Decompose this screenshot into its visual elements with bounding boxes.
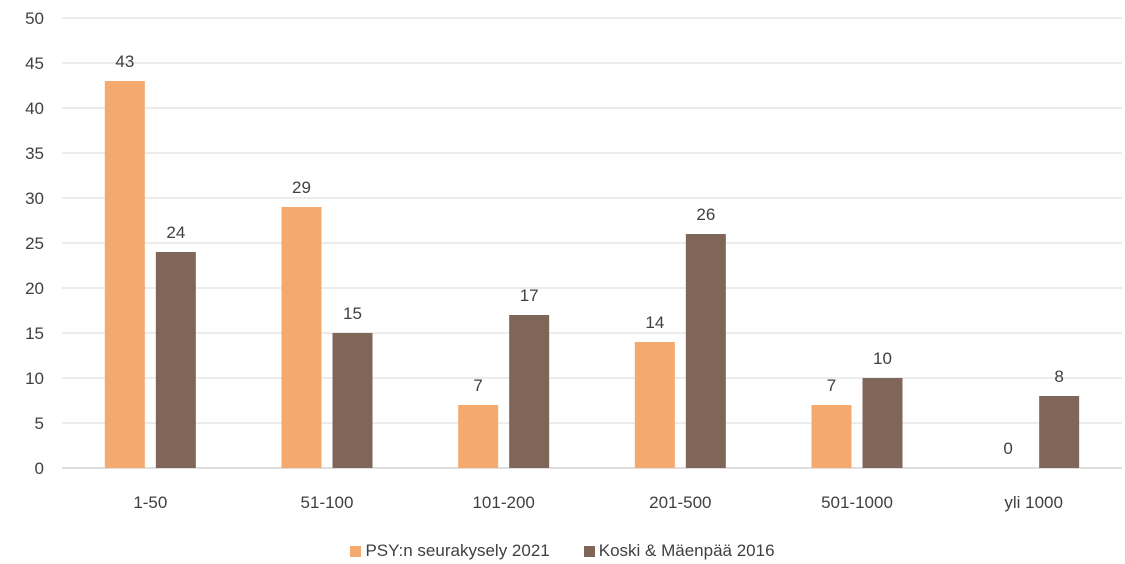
data-label: 43 [115, 52, 134, 71]
data-label: 29 [292, 178, 311, 197]
data-label: 8 [1054, 367, 1063, 386]
data-label: 7 [827, 376, 836, 395]
x-tick-label: 51-100 [301, 493, 354, 512]
y-tick-label: 25 [25, 234, 44, 253]
data-label: 24 [166, 223, 185, 242]
bar [332, 333, 373, 468]
y-tick-label: 20 [25, 279, 44, 298]
y-tick-label: 30 [25, 189, 44, 208]
y-tick-label: 35 [25, 144, 44, 163]
x-tick-label: 201-500 [649, 493, 711, 512]
y-tick-label: 45 [25, 54, 44, 73]
bar [155, 252, 196, 468]
bar [685, 234, 726, 468]
y-tick-label: 10 [25, 369, 44, 388]
legend-item: PSY:n seurakysely 2021 [350, 541, 550, 561]
data-label: 15 [343, 304, 362, 323]
chart-legend: PSY:n seurakysely 2021 Koski & Mäenpää 20… [0, 540, 1125, 562]
data-label: 17 [520, 286, 539, 305]
data-label: 14 [645, 313, 664, 332]
data-label: 0 [1003, 439, 1012, 458]
bar [862, 378, 903, 468]
bar [634, 342, 675, 468]
y-tick-label: 5 [35, 414, 44, 433]
legend-label: PSY:n seurakysely 2021 [365, 541, 550, 560]
y-tick-label: 0 [35, 459, 44, 478]
bar [811, 405, 852, 468]
bar [1039, 396, 1080, 468]
data-label: 26 [696, 205, 715, 224]
legend-label: Koski & Mäenpää 2016 [598, 541, 775, 560]
x-tick-label: 501-1000 [821, 493, 893, 512]
bar [458, 405, 499, 468]
x-tick-label: yli 1000 [1004, 493, 1063, 512]
bar [281, 207, 322, 468]
y-tick-label: 15 [25, 324, 44, 343]
data-label: 7 [473, 376, 482, 395]
x-tick-label: 1-50 [133, 493, 167, 512]
legend-swatch [350, 545, 362, 557]
data-label: 10 [873, 349, 892, 368]
legend-swatch [583, 545, 595, 557]
y-tick-label: 50 [25, 9, 44, 28]
x-tick-label: 101-200 [472, 493, 534, 512]
chart-canvas: 0 5 10 15 20 25 30 35 40 45 50 43 24 1-50 29 15 51-100 7 1… [25, 9, 1122, 512]
legend-item: Koski & Mäenpää 2016 [583, 541, 775, 561]
bar [509, 315, 550, 468]
y-tick-label: 40 [25, 99, 44, 118]
bar [104, 81, 145, 468]
